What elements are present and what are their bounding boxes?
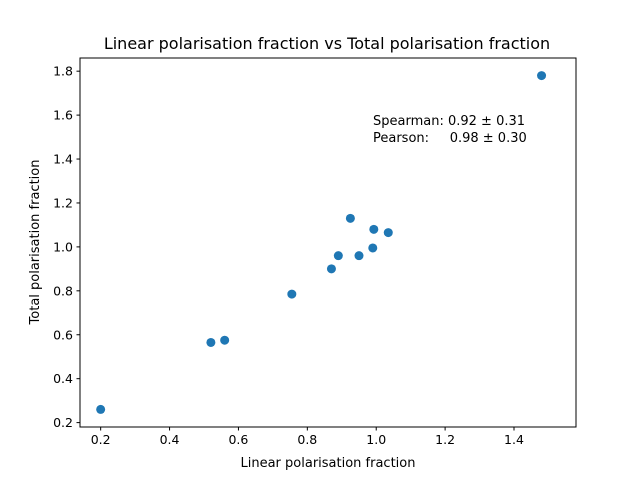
- x-tick-label: 1.4: [504, 432, 524, 447]
- y-tick-label: 1.0: [53, 239, 73, 254]
- y-tick-label: 0.6: [53, 327, 73, 342]
- ticks-layer: 0.2 0.4 0.6 0.8 1.0 1.2 1.4 0.2 0.4 0.6 0.8 1.0 1.2 1…: [53, 64, 524, 447]
- data-point: [368, 243, 378, 253]
- data-point: [206, 337, 216, 347]
- points-layer: [96, 71, 547, 414]
- plot-frame: [79, 57, 577, 428]
- data-point: [326, 264, 336, 274]
- x-tick-label: 1.2: [435, 432, 455, 447]
- y-tick-label: 1.8: [53, 64, 73, 79]
- chart-title: Linear polarisation fraction vs Total po…: [104, 34, 550, 53]
- data-point: [287, 289, 297, 299]
- data-point: [220, 335, 230, 345]
- data-point: [96, 404, 106, 414]
- data-point: [369, 224, 379, 234]
- y-tick-label: 1.4: [53, 152, 73, 167]
- y-tick-label: 1.6: [53, 108, 73, 123]
- x-tick-label: 1.0: [366, 432, 386, 447]
- data-point: [383, 228, 393, 238]
- x-tick-label: 0.6: [228, 432, 248, 447]
- annotation-pearson: Pearson: 0.98 ± 0.30: [373, 131, 527, 146]
- y-tick-label: 1.2: [53, 195, 73, 210]
- x-tick-label: 0.4: [160, 432, 180, 447]
- y-tick-label: 0.4: [53, 371, 73, 386]
- y-axis-label: Total polarisation fraction: [28, 160, 43, 326]
- annotation-spearman: Spearman: 0.92 ± 0.31: [373, 114, 525, 129]
- y-tick-label: 0.2: [53, 415, 73, 430]
- data-point: [354, 251, 364, 261]
- y-tick-label: 0.8: [53, 283, 73, 298]
- data-point: [333, 251, 343, 261]
- data-point: [537, 71, 547, 81]
- x-tick-label: 0.2: [91, 432, 111, 447]
- data-point: [345, 213, 355, 223]
- x-tick-label: 0.8: [297, 432, 317, 447]
- x-axis-label: Linear polarisation fraction: [241, 456, 416, 471]
